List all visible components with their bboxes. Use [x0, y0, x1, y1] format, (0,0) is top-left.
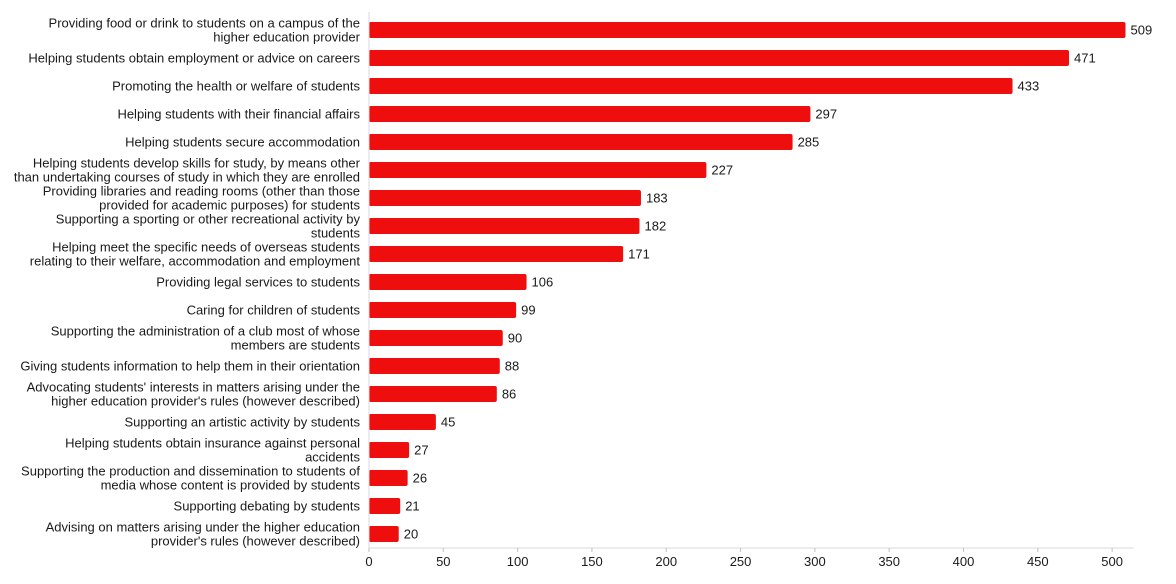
value-label: 21 [405, 499, 419, 514]
bar [369, 162, 707, 178]
x-tick-label: 0 [365, 554, 372, 569]
bar [369, 330, 503, 346]
value-label: 285 [798, 135, 820, 150]
bar [369, 386, 497, 402]
category-label-line: Supporting the production and disseminat… [21, 464, 360, 479]
value-label: 20 [404, 527, 418, 542]
bar [369, 246, 624, 262]
value-label: 88 [505, 359, 519, 374]
bar [369, 106, 811, 122]
category-label-line: higher education provider's rules (howev… [51, 394, 360, 409]
value-label: 509 [1131, 23, 1153, 38]
bar [369, 302, 517, 318]
value-label: 90 [508, 331, 522, 346]
value-label: 433 [1018, 79, 1040, 94]
value-label: 45 [441, 415, 455, 430]
category-label-line: Advocating students' interests in matter… [27, 380, 360, 395]
category-label-line: provided for academic purposes) for stud… [99, 198, 360, 213]
category-label: Caring for children of students [187, 303, 361, 318]
value-label: 227 [711, 163, 733, 178]
category-label: Helping students with their financial af… [117, 107, 360, 122]
bar [369, 22, 1126, 38]
category-label: Helping students obtain employment or ad… [28, 51, 360, 66]
value-label: 297 [815, 107, 837, 122]
bar [369, 498, 401, 514]
category-label: Helping students develop skills for stud… [14, 156, 361, 185]
category-label-line: higher education provider [213, 30, 360, 45]
category-label-line: Helping students develop skills for stud… [33, 156, 361, 171]
value-label: 86 [502, 387, 516, 402]
category-label: Providing libraries and reading rooms (o… [43, 184, 361, 213]
category-label: Helping students secure accommodation [125, 135, 360, 150]
category-label-line: students [311, 226, 361, 241]
x-tick-label: 500 [1101, 554, 1123, 569]
category-label-line: provider's rules (however described) [151, 534, 360, 549]
x-tick-label: 250 [730, 554, 752, 569]
category-label: Supporting an artistic activity by stude… [124, 415, 360, 430]
value-label: 171 [628, 247, 650, 262]
x-tick-label: 300 [804, 554, 826, 569]
category-label-line: relating to their welfare, accommodation… [30, 254, 361, 269]
x-tick-label: 400 [953, 554, 975, 569]
category-label-line: Supporting the administration of a club … [51, 324, 360, 339]
category-label-line: Helping students obtain insurance agains… [65, 436, 360, 451]
bar [369, 442, 410, 458]
category-label: Helping meet the specific needs of overs… [30, 240, 361, 269]
category-label: Supporting the administration of a club … [51, 324, 361, 353]
value-label: 471 [1074, 51, 1096, 66]
x-tick-label: 350 [878, 554, 900, 569]
value-label: 106 [532, 275, 554, 290]
category-label-line: Helping meet the specific needs of overs… [52, 240, 360, 255]
x-tick-label: 450 [1027, 554, 1049, 569]
value-label: 183 [646, 191, 668, 206]
category-label: Advising on matters arising under the hi… [46, 520, 360, 549]
bar [369, 470, 408, 486]
category-label: Supporting debating by students [174, 499, 361, 514]
bars-layer [369, 22, 1126, 542]
bar [369, 358, 500, 374]
category-label-line: Supporting a sporting or other recreatio… [56, 212, 361, 227]
bar [369, 414, 436, 430]
x-tick-label: 100 [507, 554, 529, 569]
bar [369, 50, 1070, 66]
category-label: Promoting the health or welfare of stude… [112, 79, 360, 94]
category-label-line: media whose content is provided by stude… [101, 478, 361, 493]
category-label-line: accidents [305, 450, 360, 465]
bar [369, 134, 793, 150]
bar [369, 218, 640, 234]
bar [369, 190, 641, 206]
category-labels: Providing food or drink to students on a… [14, 16, 361, 549]
bar [369, 78, 1013, 94]
x-axis: 0 50 100 150 200 250 300 350 400 450 500 [365, 12, 1134, 569]
category-label: Supporting the production and disseminat… [21, 464, 360, 493]
bar [369, 274, 527, 290]
value-label: 27 [414, 443, 428, 458]
value-label: 26 [413, 471, 427, 486]
category-label-line: Advising on matters arising under the hi… [46, 520, 360, 535]
category-label-line: Providing food or drink to students on a… [49, 16, 360, 31]
x-tick-label: 150 [581, 554, 603, 569]
value-label: 99 [521, 303, 535, 318]
x-tick-label: 50 [436, 554, 450, 569]
category-label: Providing legal services to students [156, 275, 360, 290]
category-label-line: members are students [231, 338, 361, 353]
category-label: Providing food or drink to students on a… [49, 16, 361, 45]
category-label: Advocating students' interests in matter… [27, 380, 360, 409]
category-label-line: Providing libraries and reading rooms (o… [43, 184, 360, 199]
category-label: Supporting a sporting or other recreatio… [56, 212, 361, 241]
category-label: Giving students information to help them… [20, 359, 360, 374]
value-label: 182 [644, 219, 666, 234]
category-label: Helping students obtain insurance agains… [65, 436, 360, 465]
x-tick-label: 200 [655, 554, 677, 569]
category-label-line: than undertaking courses of study in whi… [14, 170, 360, 185]
bar [369, 526, 399, 542]
value-labels: 509 471 433 297 285 227 183 182 171 106 99 90 88 86 45… [404, 23, 1152, 542]
